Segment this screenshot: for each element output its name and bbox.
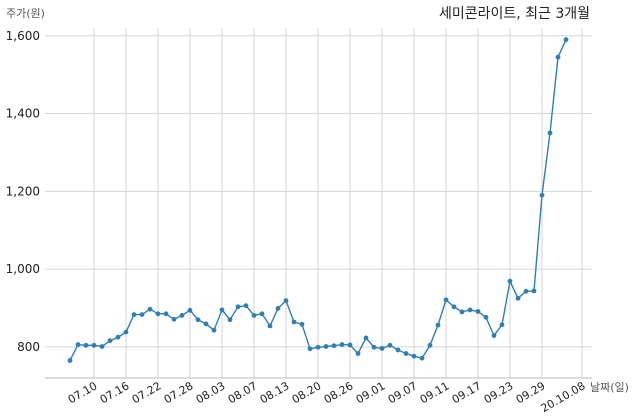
data-point xyxy=(459,309,465,315)
data-point xyxy=(347,342,353,348)
data-point xyxy=(411,353,417,359)
data-point xyxy=(139,312,145,318)
data-point xyxy=(499,322,505,328)
data-point xyxy=(523,288,529,294)
data-point xyxy=(475,309,481,314)
y-tick-label: 1,200 xyxy=(6,184,40,198)
data-point xyxy=(379,346,385,351)
data-point xyxy=(67,358,73,363)
x-tick-label: 09.17 xyxy=(450,379,484,406)
data-point xyxy=(251,312,257,318)
data-point xyxy=(507,278,513,284)
data-point xyxy=(555,54,561,60)
x-tick-label: 08.13 xyxy=(258,379,292,406)
data-point xyxy=(243,303,249,309)
x-tick-label: 09.11 xyxy=(418,379,452,406)
data-point xyxy=(131,312,137,318)
data-point xyxy=(435,322,441,328)
y-tick-label: 800 xyxy=(17,340,40,354)
data-point xyxy=(483,314,489,320)
x-tick-label: 07.28 xyxy=(162,379,196,406)
x-tick-label: 09.23 xyxy=(482,379,516,406)
x-tick-label: 07.16 xyxy=(98,379,132,406)
data-point xyxy=(163,311,169,317)
data-point xyxy=(427,342,433,348)
data-point xyxy=(339,342,345,347)
data-point xyxy=(331,343,337,349)
data-point xyxy=(323,344,329,349)
x-tick-label: 09.07 xyxy=(386,379,420,406)
data-point xyxy=(275,305,281,311)
data-point xyxy=(443,297,449,303)
y-tick-label: 1,000 xyxy=(6,262,40,276)
data-point xyxy=(371,344,377,350)
data-point xyxy=(403,351,409,356)
data-point xyxy=(451,304,457,310)
data-point xyxy=(115,334,121,340)
x-tick-label: 07.10 xyxy=(66,379,100,406)
data-point xyxy=(235,304,241,310)
x-tick-label: 08.07 xyxy=(226,379,260,406)
x-tick-label: 08.20 xyxy=(290,379,324,406)
data-point xyxy=(75,342,81,347)
data-point xyxy=(147,306,153,312)
data-point xyxy=(259,311,265,317)
data-point xyxy=(195,317,201,323)
data-point xyxy=(203,321,209,327)
y-tick-label: 1,600 xyxy=(6,29,40,43)
data-point xyxy=(187,307,193,313)
data-point xyxy=(355,351,361,356)
data-point xyxy=(491,333,497,339)
data-point xyxy=(515,295,521,301)
data-point xyxy=(267,323,273,329)
data-point xyxy=(291,319,297,325)
data-point xyxy=(363,335,369,341)
data-point xyxy=(123,329,129,335)
data-point xyxy=(419,355,425,361)
data-point xyxy=(467,307,473,313)
data-point xyxy=(179,312,185,318)
x-tick-label: 09.01 xyxy=(354,379,388,406)
chart-title: 세미콘라이트, 최근 3개월 xyxy=(439,6,590,22)
data-point xyxy=(171,316,177,322)
data-point xyxy=(283,298,289,304)
y-tick-label: 1,400 xyxy=(6,107,40,121)
data-point xyxy=(227,317,233,323)
x-tick-label: 08.03 xyxy=(194,379,228,406)
data-point xyxy=(307,346,313,352)
data-point xyxy=(531,288,537,294)
x-axis-label: 날짜(일) xyxy=(590,380,629,394)
y-axis-label: 주가(원) xyxy=(6,7,45,20)
y-tick-labels: 800 1,000 1,200 1,400 1,600 xyxy=(6,29,40,354)
x-tick-label: 08.26 xyxy=(322,379,356,406)
data-point xyxy=(315,344,321,350)
data-point xyxy=(395,347,401,353)
data-point xyxy=(91,342,97,348)
data-point xyxy=(83,342,89,348)
data-point xyxy=(387,342,393,348)
data-point xyxy=(211,327,217,333)
data-point xyxy=(563,37,569,43)
price-series-points xyxy=(67,37,569,363)
x-tick-label: 07.22 xyxy=(130,379,164,406)
data-point xyxy=(547,130,553,136)
data-point xyxy=(99,344,105,349)
data-point xyxy=(107,338,113,344)
data-point xyxy=(219,307,225,313)
data-point xyxy=(155,311,161,317)
x-tick-labels: 07.1007.1607.2207.2808.0308.0708.1308.20… xyxy=(66,379,588,415)
x-gridlines xyxy=(93,28,583,378)
x-tick-label: 20.10.08 xyxy=(539,379,588,415)
data-point xyxy=(299,321,305,327)
data-point xyxy=(539,192,545,198)
